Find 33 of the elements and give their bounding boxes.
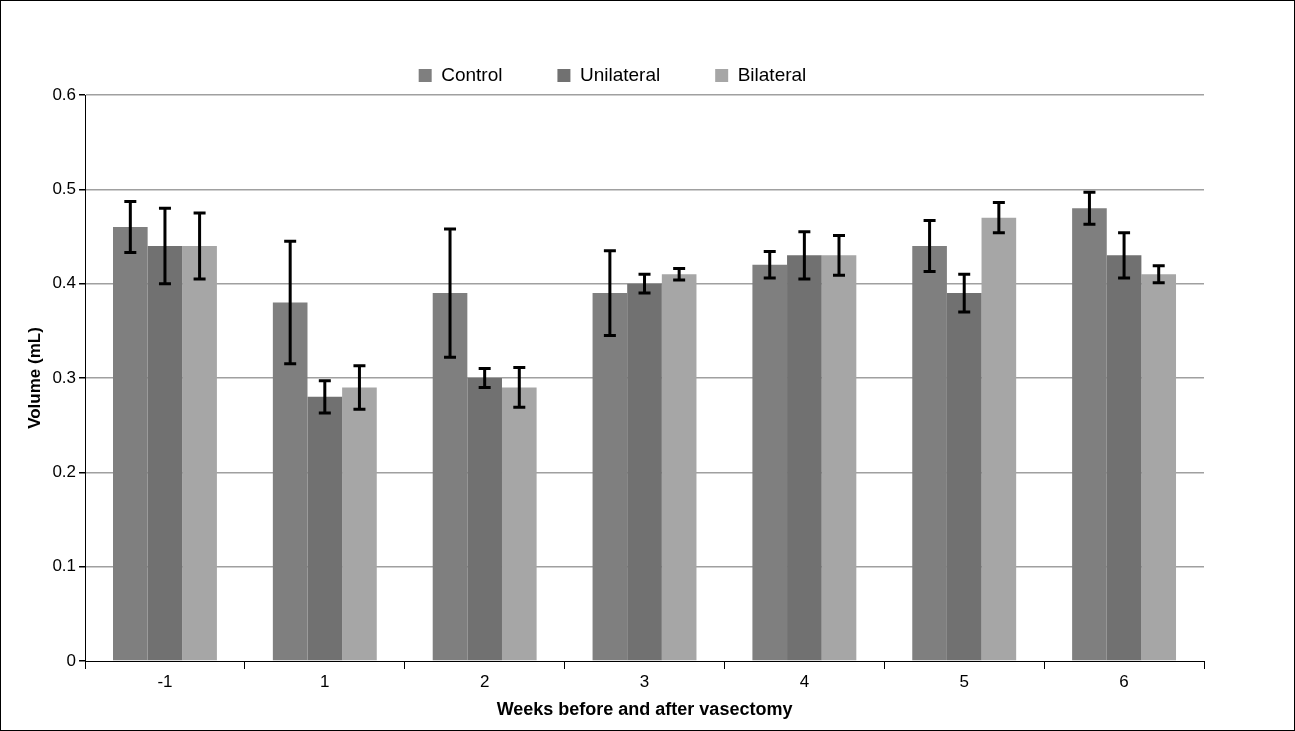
legend-label: Control (441, 63, 503, 85)
bar (113, 227, 148, 661)
bar (307, 396, 343, 661)
x-tick-label: 5 (959, 671, 969, 691)
x-axis-title: Weeks before and after vasectomy (496, 699, 793, 720)
legend-label: Bilateral (737, 63, 807, 85)
y-tick-label: 0 (66, 650, 77, 670)
bar (592, 293, 628, 661)
y-tick-label: 0.5 (52, 179, 77, 199)
x-tick-label: 1 (320, 671, 330, 691)
y-tick-label: 0.2 (52, 462, 77, 482)
y-tick-label: 0.1 (52, 556, 77, 576)
bar (432, 293, 468, 661)
bar (1106, 255, 1142, 661)
bar (467, 378, 502, 661)
bar (912, 245, 947, 661)
x-tick-label: -1 (157, 671, 173, 691)
bar (752, 264, 788, 661)
bar (946, 293, 982, 661)
bar (787, 255, 822, 661)
bar (627, 283, 662, 661)
y-tick-label: 0.4 (52, 273, 77, 293)
x-tick-label: 6 (1119, 671, 1129, 691)
y-axis-title: Volume (mL) (24, 327, 44, 429)
x-tick-label: 3 (639, 671, 650, 691)
y-tick-label: 0.3 (52, 367, 77, 387)
legend-label: Unilateral (579, 63, 661, 85)
bar (147, 245, 183, 661)
x-tick-label: 4 (799, 671, 810, 691)
x-tick-label: 2 (479, 671, 490, 691)
bar (1072, 208, 1107, 661)
bar (272, 302, 308, 661)
y-tick-label: 0.6 (52, 84, 77, 104)
